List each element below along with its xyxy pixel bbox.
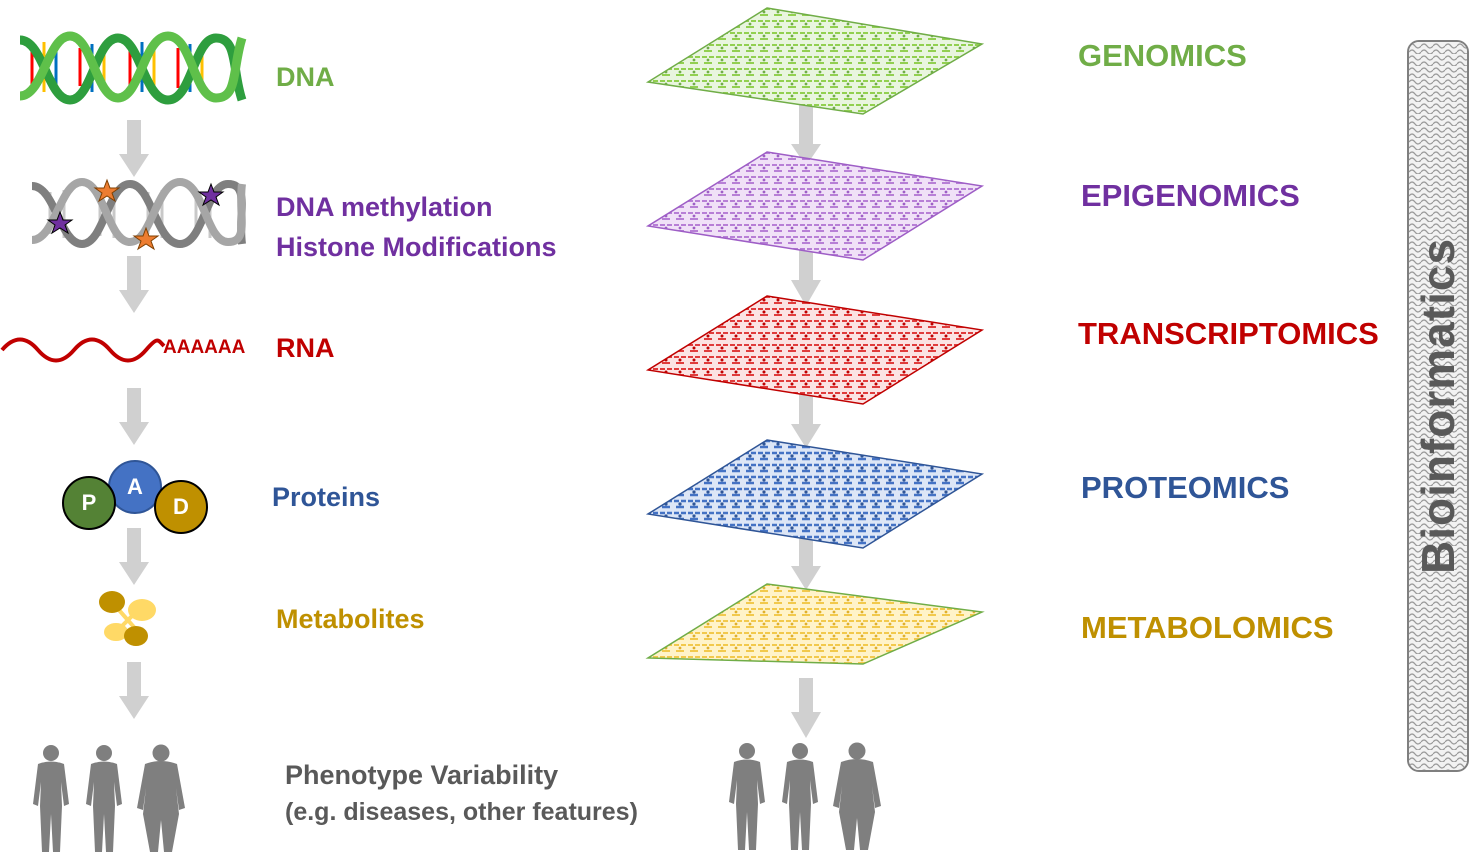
down-arrow-icon xyxy=(119,662,149,719)
transcriptomics-layer xyxy=(645,295,985,405)
bioinformatics-bar: Bioinformatics xyxy=(1407,40,1469,772)
people-silhouette-icon xyxy=(729,742,881,850)
metabolomics-layer xyxy=(645,583,985,665)
layer-arrows xyxy=(791,100,821,738)
rna-poly-a-tail: AAAAAA xyxy=(163,337,246,358)
rna-label: RNA xyxy=(276,333,335,363)
down-arrow-icon xyxy=(119,388,149,445)
metabolites-label: Metabolites xyxy=(276,604,425,634)
proteins-label: Proteins xyxy=(272,482,381,512)
methylation-label: DNA methylation xyxy=(276,192,493,222)
methylated-helix-icon xyxy=(31,177,246,251)
metabolomics-label: METABOLOMICS xyxy=(1081,610,1334,645)
down-arrow-icon xyxy=(119,256,149,313)
proteomics-label: PROTEOMICS xyxy=(1081,470,1290,505)
protein-cluster-icon: A P D xyxy=(60,458,210,536)
people-silhouette-icon xyxy=(33,744,185,852)
genomics-layer xyxy=(645,7,985,115)
phenotype-label: Phenotype Variability xyxy=(285,760,559,790)
double-helix-icon xyxy=(19,31,247,105)
epigenomics-label: EPIGENOMICS xyxy=(1081,178,1300,213)
protein-p-circle: P xyxy=(62,476,116,530)
down-arrow-icon xyxy=(119,120,149,177)
dna-label: DNA xyxy=(276,62,335,92)
transcriptomics-label: TRANSCRIPTOMICS xyxy=(1078,316,1379,351)
metabolite-icon xyxy=(99,591,156,646)
proteomics-layer xyxy=(645,439,985,549)
histone-label: Histone Modifications xyxy=(276,232,557,262)
phenotype-sublabel: (e.g. diseases, other features) xyxy=(285,798,638,826)
rna-strand-icon xyxy=(0,337,166,363)
protein-d-circle: D xyxy=(154,480,208,534)
down-arrow-icon xyxy=(119,528,149,585)
bioinformatics-label: Bioinformatics xyxy=(1412,237,1464,575)
epigenomics-layer xyxy=(645,151,985,261)
genomics-label: GENOMICS xyxy=(1078,38,1247,73)
